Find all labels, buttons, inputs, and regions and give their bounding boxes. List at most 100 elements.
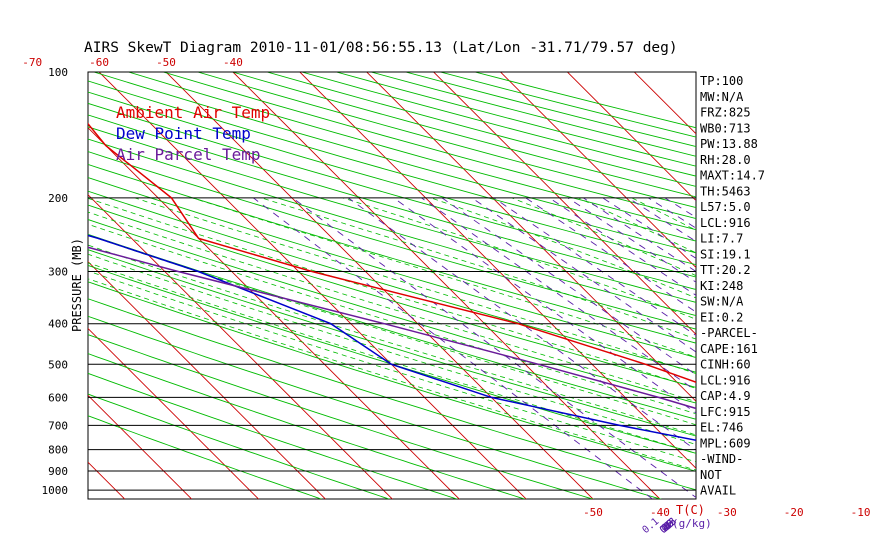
mixing-ratio-line: [253, 197, 653, 499]
pressure-tick-labels: 100 200 300 400 500 600 700 800 900 1000: [42, 66, 69, 497]
stats-line: LI:7.7: [700, 232, 743, 246]
dry-adiabat-line: [88, 190, 696, 373]
dry-adiabat-line: [334, 72, 696, 167]
pressure-tick-label: 300: [48, 266, 68, 279]
moist-adiabat-line: [342, 197, 696, 320]
stats-line: KI:248: [700, 279, 743, 293]
bottom-temperature-tick-label: -10: [851, 506, 870, 519]
legend-parcel: Air Parcel Temp: [116, 145, 261, 164]
pressure-tick-label: 400: [48, 318, 68, 331]
stats-line: L57:5.0: [700, 200, 751, 214]
stats-line: TP:100: [700, 74, 743, 88]
series-line-air-parcel-temp: [88, 246, 696, 410]
profile-series: [88, 122, 696, 441]
mixing-ratio-tick-label: 8: [663, 520, 675, 532]
legend-ambient: Ambient Air Temp: [116, 103, 270, 122]
pressure-tick-label: 100: [48, 66, 68, 79]
isotherm-line: [633, 72, 696, 135]
legend: Ambient Air Temp Dew Point Temp Air Parc…: [116, 103, 270, 164]
pressure-tick-label: 900: [48, 465, 68, 478]
moist-adiabat-line: [88, 223, 696, 415]
isotherm-line: [98, 72, 527, 499]
moist-adiabat-line: [134, 197, 696, 374]
dry-adiabat-line: [88, 163, 696, 344]
stats-line: CINH:60: [700, 358, 751, 372]
dry-adiabat-line: [88, 393, 391, 499]
stats-line: TH:5463: [700, 184, 751, 198]
dry-adiabat-line: [88, 91, 696, 266]
mixing-ratio-unit-label: (g/kg): [672, 517, 712, 530]
top-temperature-tick-label: -70: [22, 56, 42, 69]
stats-line: NOT: [700, 468, 722, 482]
isotherm-line: [0, 53, 66, 508]
dry-adiabat-line: [473, 72, 696, 129]
temperature-unit-label: T(C): [676, 503, 705, 517]
moist-adiabat-line: [88, 262, 696, 454]
dry-adiabat-line: [88, 315, 663, 499]
mixing-ratio-line: [471, 197, 696, 353]
dry-adiabat-line: [369, 72, 696, 157]
stats-line: LCL:916: [700, 216, 751, 230]
mixing-ratio-lines: [253, 197, 696, 499]
isotherm-line: [88, 127, 460, 499]
mixing-ratio-line: [441, 197, 696, 376]
stats-line: PW:13.88: [700, 137, 758, 151]
mixing-ratio-tick-label: 1: [663, 520, 675, 532]
pressure-tick-label: 800: [48, 444, 68, 457]
dry-adiabat-line: [88, 114, 696, 290]
dry-adiabat-line: [88, 219, 696, 404]
dry-adiabat-line: [88, 102, 696, 278]
bottom-temperature-ticks: -50-40-30-20-10010203040: [583, 506, 870, 519]
series-line-dew-point-temp: [88, 234, 696, 441]
stats-line: LCL:916: [700, 373, 751, 387]
y-axis-label: PRESSURE (MB): [70, 238, 84, 332]
stats-line: EI:0.2: [700, 310, 743, 324]
cin-hatch-area: [825, 450, 870, 483]
moist-adiabat-line: [192, 197, 696, 358]
isotherm-line: [88, 394, 193, 499]
stats-line: RH:28.0: [700, 153, 751, 167]
dry-adiabat-line: [88, 80, 696, 254]
pressure-tick-label: 200: [48, 192, 68, 205]
dry-adiabat-line: [88, 177, 696, 358]
pressure-tick-label: 1000: [42, 484, 69, 497]
moist-adiabat-line: [88, 278, 696, 471]
stats-line: AVAIL: [700, 484, 736, 498]
top-temperature-ticks: -120-110-100-90-80-70-60-50-40: [22, 56, 243, 69]
legend-dewpoint: Dew Point Temp: [116, 124, 251, 143]
dry-adiabat-line: [300, 72, 696, 177]
mixing-ratio-line: [583, 197, 696, 273]
top-temperature-tick-label: -60: [89, 56, 109, 69]
dry-adiabat-line: [88, 298, 696, 491]
mixing-ratio-tick-label: 0.1: [640, 516, 661, 536]
mixing-ratio-tick-label: 3: [663, 520, 675, 532]
stats-line: EL:746: [700, 421, 743, 435]
pressure-tick-label: 700: [48, 419, 68, 432]
isotherm-line: [499, 72, 696, 269]
moist-adiabat-line: [88, 270, 696, 463]
stats-line: TT:20.2: [700, 263, 751, 277]
dry-adiabat-line: [88, 138, 696, 317]
dry-adiabat-line: [88, 353, 527, 499]
isotherm-line: [432, 72, 696, 336]
bottom-temperature-tick-label: -20: [784, 506, 804, 519]
isobar-lines: [88, 71, 696, 491]
isotherm-line: [165, 72, 594, 499]
pressure-tick-label: 600: [48, 391, 68, 404]
stats-line: SI:19.1: [700, 247, 751, 261]
stats-line: -WIND-: [700, 452, 743, 466]
bottom-temperature-tick-label: -30: [717, 506, 737, 519]
isotherm-line: [88, 461, 126, 499]
dry-adiabat-line: [88, 204, 696, 388]
dry-adiabat-line: [88, 249, 696, 437]
mixing-ratio-line: [393, 197, 696, 414]
moist-adiabat-line: [88, 211, 696, 403]
stats-line: MPL:609: [700, 436, 751, 450]
top-temperature-tick-label: -50: [156, 56, 176, 69]
moist-adiabat-line: [430, 197, 696, 299]
stats-line: MW:N/A: [700, 90, 744, 104]
mixing-ratio-line: [602, 197, 696, 259]
